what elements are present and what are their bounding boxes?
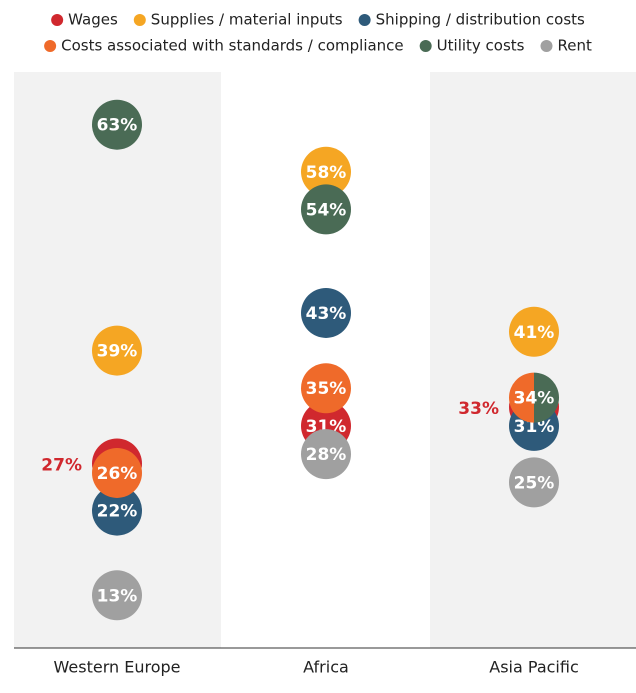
legend-row: Costs associated with standards / compli… (44, 37, 592, 55)
dot (92, 325, 142, 376)
dot (92, 99, 142, 150)
x-tick-label: Africa (303, 658, 349, 677)
legend-label: Supplies / material inputs (151, 11, 343, 29)
dot (301, 429, 351, 480)
dot (92, 447, 142, 498)
dot (301, 287, 351, 338)
data-label: 41% (514, 323, 555, 343)
legend-swatch (44, 40, 57, 52)
panel (430, 72, 636, 648)
data-label: 33% (458, 399, 499, 419)
legend-label: Rent (558, 37, 592, 55)
data-label: 22% (97, 502, 138, 522)
legend-swatch (419, 40, 432, 52)
legend-swatch (540, 40, 553, 52)
legend-swatch (133, 14, 146, 26)
dot (534, 372, 559, 423)
data-label: 34% (514, 389, 555, 409)
x-tick-label: Asia Pacific (489, 658, 578, 677)
legend-swatch (51, 14, 64, 26)
data-label: 58% (306, 163, 347, 183)
legend-label: Wages (68, 11, 118, 29)
dot (92, 570, 142, 621)
data-label: 43% (306, 304, 347, 324)
data-label: 35% (306, 379, 347, 399)
legend-row: Wages Supplies / material inputs Shipping … (51, 11, 585, 29)
legend-label: Utility costs (437, 37, 525, 55)
dot (509, 306, 559, 357)
dot (508, 372, 534, 423)
dot (301, 146, 351, 197)
data-label: 28% (306, 445, 347, 465)
data-label: 25% (514, 473, 555, 493)
data-label: 26% (97, 464, 138, 484)
data-label: 63% (97, 116, 138, 136)
dot (92, 485, 142, 536)
legend-label: Shipping / distribution costs (376, 11, 585, 29)
dot (301, 363, 351, 414)
data-label: 13% (97, 586, 138, 606)
data-label: 54% (306, 200, 347, 220)
data-label: 27% (41, 456, 82, 476)
dot (509, 457, 559, 508)
data-label: 39% (97, 342, 138, 362)
dot (301, 184, 351, 235)
legend-swatch (358, 14, 371, 26)
x-tick-label: Western Europe (54, 658, 181, 677)
legend-label: Costs associated with standards / compli… (61, 37, 404, 55)
data-label: 31% (514, 417, 555, 437)
